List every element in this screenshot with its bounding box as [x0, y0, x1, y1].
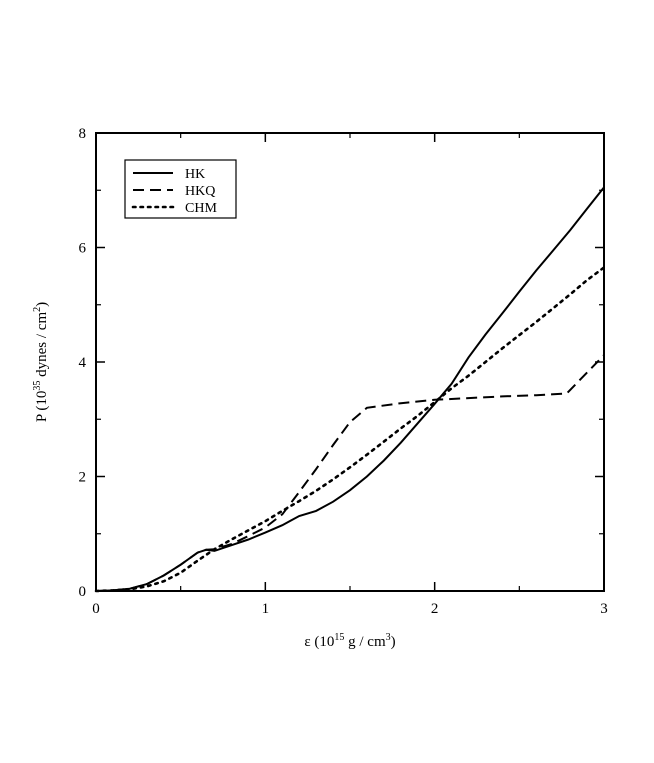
legend-label-hkq: HKQ	[185, 184, 215, 199]
x-tick-label: 0	[92, 601, 100, 617]
y-tick-label: 6	[79, 241, 87, 257]
legend: HK HKQ CHM	[124, 159, 237, 219]
y-tick-label: 2	[79, 470, 87, 486]
series-line-hk	[95, 186, 605, 592]
y-axis-title: P (1035 dynes / cm2)	[32, 302, 50, 422]
legend-label-chm: CHM	[185, 201, 217, 216]
y-tick-label: 4	[79, 355, 87, 371]
x-tick-label: 3	[600, 601, 608, 617]
series-line-chm	[94, 266, 606, 593]
y-tick-label: 8	[79, 126, 87, 142]
x-tick-label: 2	[431, 601, 439, 617]
y-tick-label: 0	[79, 584, 87, 600]
ticks-layer: 0 1 2 3 0 2 4 6 8	[79, 126, 608, 617]
legend-label-hk: HK	[185, 167, 205, 182]
series-line-hkq	[95, 354, 605, 592]
series-layer	[94, 186, 606, 593]
x-axis-title: ε (1015 g / cm3)	[304, 632, 395, 650]
x-tick-label: 1	[262, 601, 270, 617]
